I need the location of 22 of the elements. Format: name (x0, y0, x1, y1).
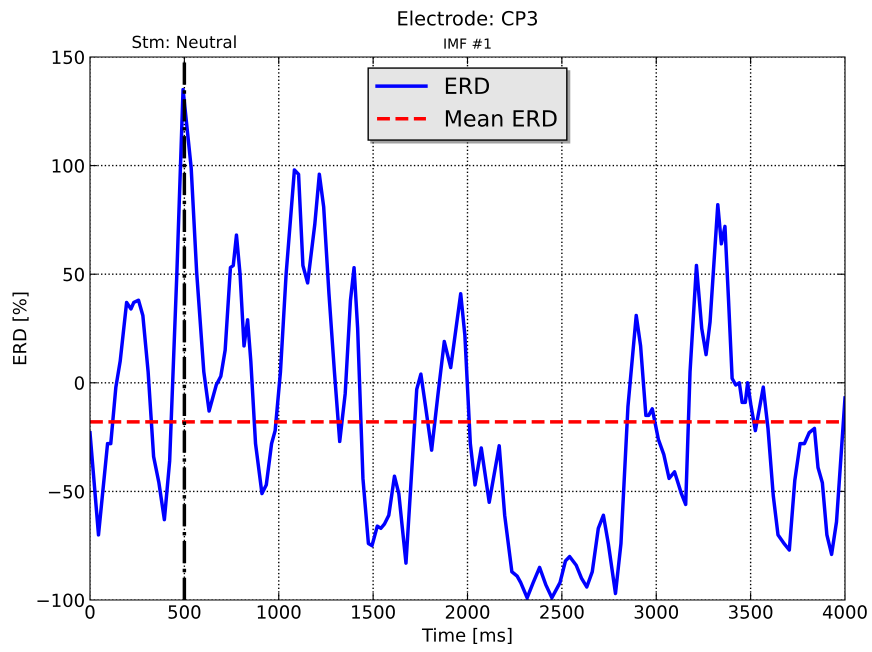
x-tick-label: 1500 (352, 605, 395, 619)
legend-label: Mean ERD (446, 110, 557, 127)
x-tick-label: 4000 (822, 605, 867, 619)
x-tick-label: 3000 (634, 605, 678, 619)
x-tick-label: 0 (85, 605, 95, 619)
y-tick-label: 50 (64, 268, 84, 282)
y-tick-label: −100 (37, 593, 84, 608)
y-tick-label: 100 (52, 159, 84, 173)
y-tick-label: 0 (74, 376, 84, 390)
legend-label: ERD (446, 78, 490, 94)
x-tick-label: 3500 (729, 605, 772, 619)
y-axis-title: ERD [%] (12, 292, 29, 364)
y-tick-label: 150 (52, 50, 84, 64)
y-tick-label: −50 (48, 484, 84, 499)
chart-title: Electrode: CP3 (398, 10, 538, 26)
x-tick-label: 2000 (446, 605, 490, 619)
x-tick-label: 500 (168, 605, 200, 619)
x-tick-label: 2500 (540, 605, 584, 619)
ref-line-label: Stm: Neutral (132, 35, 236, 48)
chart-subtitle: IMF #1 (444, 38, 491, 49)
x-axis-title: Time [ms] (422, 628, 512, 644)
x-tick-label: 1000 (258, 605, 301, 619)
